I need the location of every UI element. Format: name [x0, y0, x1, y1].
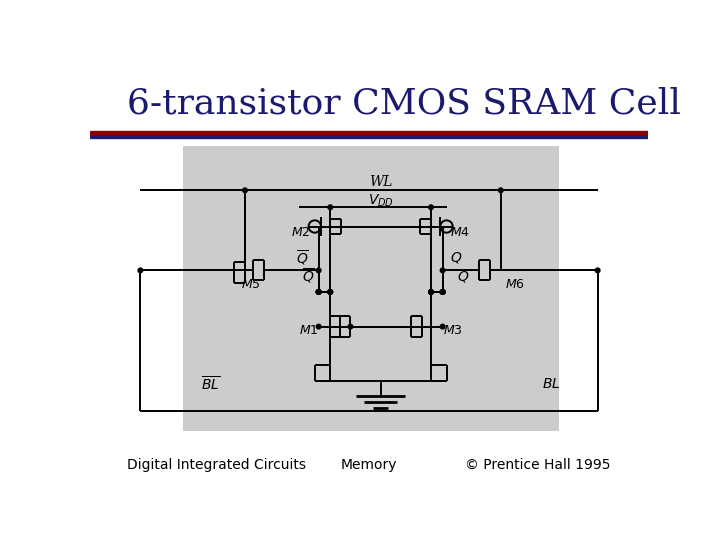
Text: $M3$: $M3$ [443, 324, 462, 337]
Circle shape [328, 289, 333, 294]
Circle shape [328, 289, 333, 294]
Text: $M1$: $M1$ [299, 324, 318, 337]
Bar [90, 131, 648, 135]
Bar [183, 146, 559, 430]
Text: © Prentice Hall 1995: © Prentice Hall 1995 [465, 458, 611, 472]
Circle shape [316, 289, 321, 294]
Circle shape [316, 289, 321, 294]
Circle shape [316, 268, 321, 273]
Circle shape [428, 289, 433, 294]
Circle shape [138, 268, 143, 273]
Circle shape [328, 289, 333, 294]
Circle shape [348, 325, 353, 329]
Circle shape [428, 205, 433, 210]
Text: $\overline{BL}$: $\overline{BL}$ [200, 375, 220, 394]
Circle shape [595, 268, 600, 273]
Circle shape [441, 325, 445, 329]
Text: WL: WL [369, 175, 392, 189]
Text: $Q$: $Q$ [456, 269, 469, 284]
Circle shape [316, 289, 321, 294]
Text: Memory: Memory [341, 458, 397, 472]
Text: $M6$: $M6$ [505, 278, 525, 291]
Text: $M2$: $M2$ [291, 226, 310, 239]
Circle shape [441, 289, 445, 294]
Circle shape [441, 289, 445, 294]
Circle shape [328, 205, 333, 210]
Text: 6-transistor CMOS SRAM Cell: 6-transistor CMOS SRAM Cell [127, 86, 681, 120]
Text: $M4$: $M4$ [451, 226, 470, 239]
Circle shape [428, 289, 433, 294]
Text: $\overline{Q}$: $\overline{Q}$ [297, 249, 310, 268]
Text: $BL$: $BL$ [542, 377, 560, 392]
Circle shape [441, 289, 445, 294]
Circle shape [243, 188, 248, 193]
Circle shape [498, 188, 503, 193]
Bar [90, 136, 648, 138]
Text: $M5$: $M5$ [241, 278, 261, 291]
Circle shape [441, 289, 445, 294]
Text: $V_{DD}$: $V_{DD}$ [368, 193, 394, 210]
Circle shape [441, 268, 445, 273]
Circle shape [316, 289, 321, 294]
Circle shape [428, 289, 433, 294]
Text: $\overline{Q}$: $\overline{Q}$ [302, 267, 315, 286]
Circle shape [316, 325, 321, 329]
Text: Digital Integrated Circuits: Digital Integrated Circuits [127, 458, 306, 472]
Text: $Q$: $Q$ [451, 250, 463, 265]
